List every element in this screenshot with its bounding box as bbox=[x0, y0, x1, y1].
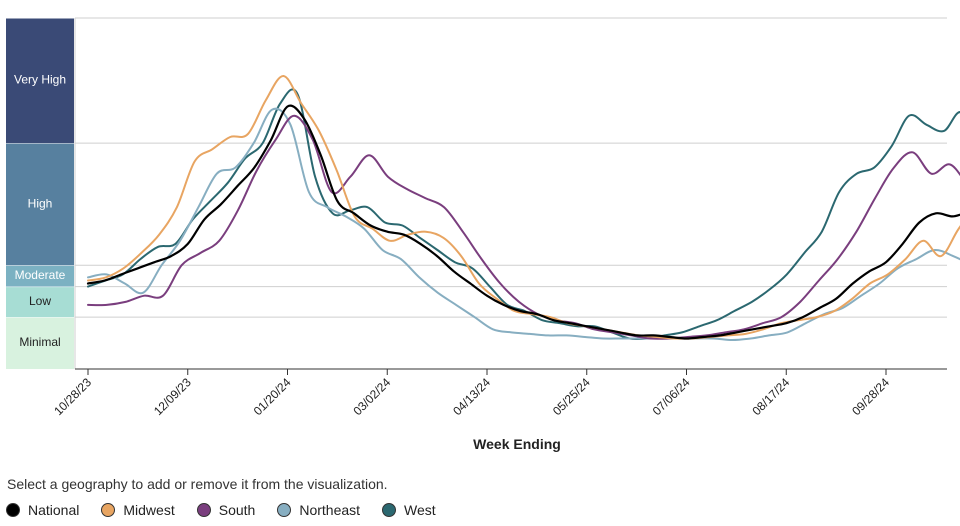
legend-item-west[interactable]: West bbox=[382, 502, 436, 518]
series-line-northeast bbox=[87, 107, 960, 341]
band-low bbox=[6, 286, 74, 318]
series-lines bbox=[86, 75, 960, 341]
x-tick-label: 01/20/24 bbox=[251, 375, 294, 418]
band-moderate bbox=[6, 265, 74, 287]
x-axis-ticks: 10/28/23 12/09/23 01/20/24 03/02/24 04/13/24… bbox=[51, 369, 892, 418]
legend-item-midwest[interactable]: Midwest bbox=[101, 502, 175, 518]
legend-item-northeast[interactable]: Northeast bbox=[277, 502, 360, 518]
geography-legend: National Midwest South Northeast West bbox=[6, 502, 458, 518]
x-tick-label: 09/28/24 bbox=[849, 375, 892, 418]
legend-item-south[interactable]: South bbox=[196, 502, 256, 518]
band-minimal bbox=[6, 317, 74, 369]
band-label-low: Low bbox=[29, 294, 51, 308]
midwest-swatch-icon bbox=[101, 503, 116, 517]
activity-level-bands: Minimal Low Moderate High Very High bbox=[6, 17, 74, 369]
band-label-minimal: Minimal bbox=[19, 335, 60, 349]
x-axis-title: Week Ending bbox=[473, 436, 561, 452]
series-line-south bbox=[87, 114, 960, 340]
series-line-national bbox=[86, 104, 960, 340]
legend-label-south: South bbox=[218, 502, 256, 518]
band-label-very-high: Very High bbox=[14, 73, 66, 87]
west-swatch-icon bbox=[382, 503, 397, 517]
x-tick-label: 10/28/23 bbox=[51, 375, 94, 418]
legend-label-west: West bbox=[404, 502, 436, 518]
south-swatch-icon bbox=[196, 503, 211, 517]
legend-item-national[interactable]: National bbox=[6, 502, 79, 518]
legend-label-northeast: Northeast bbox=[299, 502, 361, 518]
x-tick-label: 05/25/24 bbox=[550, 375, 593, 418]
band-very-high bbox=[6, 18, 74, 144]
x-tick-label: 08/17/24 bbox=[749, 375, 792, 418]
legend-label-national: National bbox=[28, 502, 80, 518]
band-label-moderate: Moderate bbox=[15, 268, 66, 282]
national-swatch-icon bbox=[6, 503, 20, 517]
instruction-text: Select a geography to add or remove it f… bbox=[7, 476, 388, 492]
x-tick-label: 03/02/24 bbox=[350, 375, 393, 418]
northeast-swatch-icon bbox=[277, 503, 292, 517]
plot-area: 10/28/23 12/09/23 01/20/24 03/02/24 04/13/24… bbox=[51, 17, 960, 418]
x-tick-label: 07/06/24 bbox=[650, 375, 693, 418]
band-label-high: High bbox=[28, 196, 53, 210]
legend-label-midwest: Midwest bbox=[123, 502, 175, 518]
band-high bbox=[6, 143, 74, 266]
plot-frame bbox=[75, 18, 947, 369]
chart-svg: Minimal Low Moderate High Very High 10/28/23… bbox=[6, 17, 960, 452]
x-tick-label: 04/13/24 bbox=[450, 375, 493, 418]
x-tick-label: 12/09/23 bbox=[151, 375, 194, 418]
